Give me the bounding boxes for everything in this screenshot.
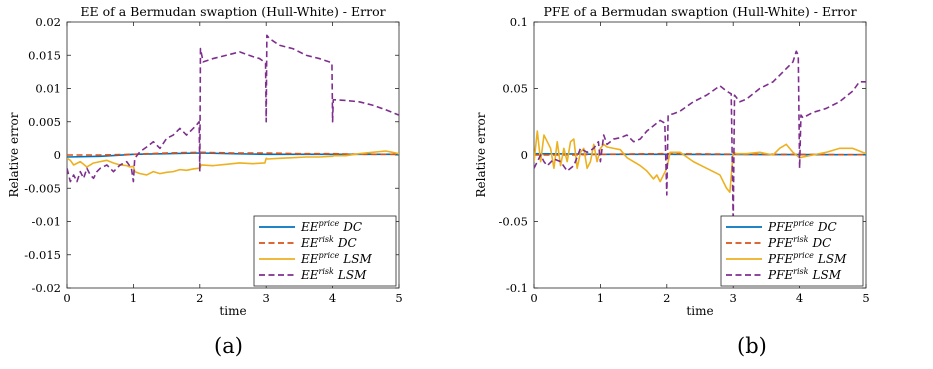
series-line-risk-lsm [67, 34, 399, 183]
legend-label: PFEprice DC [767, 219, 837, 234]
y-tick-label: 0 [521, 148, 528, 162]
x-axis-label: time [219, 304, 246, 318]
x-tick-label: 0 [530, 291, 537, 305]
legend-label: PFErisk DC [767, 235, 831, 250]
legend-label: EErisk DC [300, 235, 357, 250]
caption-a: (a) [214, 334, 243, 358]
x-tick-label: 0 [63, 291, 70, 305]
x-tick-label: 3 [263, 291, 270, 305]
y-tick-label: -0.015 [24, 248, 61, 262]
x-tick-label: 2 [663, 291, 670, 305]
legend-label: EEprice LSM [300, 251, 372, 266]
x-tick-label: 2 [196, 291, 203, 305]
y-tick-label: -0.1 [506, 281, 528, 295]
x-axis-label: time [686, 304, 713, 318]
chart-title: PFE of a Bermudan swaption (Hull-White) … [543, 4, 856, 19]
x-tick-label: 4 [796, 291, 803, 305]
x-tick-label: 1 [597, 291, 604, 305]
series-line-risk-dc [67, 151, 399, 156]
x-tick-label: 5 [862, 291, 869, 305]
legend-label: EEprice DC [300, 219, 362, 234]
x-tick-label: 1 [130, 291, 137, 305]
y-tick-label: 0.01 [35, 82, 61, 96]
x-tick-label: 4 [329, 291, 336, 305]
series-line-risk-dc [534, 152, 866, 156]
legend-box [253, 215, 397, 287]
y-tick-label: 0.015 [28, 48, 61, 62]
y-tick-label: 0.1 [510, 15, 528, 29]
y-axis-label: Relative error [474, 112, 488, 197]
chart-title: EE of a Bermudan swaption (Hull-White) -… [80, 4, 385, 19]
y-tick-label: -0.01 [32, 215, 62, 229]
y-tick-label: -0.005 [24, 181, 61, 195]
chart-ee-error: EE of a Bermudan swaption (Hull-White) -… [7, 4, 403, 318]
series-line-price-lsm [67, 150, 399, 176]
y-tick-label: 0.02 [35, 15, 61, 29]
y-tick-label: -0.02 [32, 281, 62, 295]
y-tick-label: 0 [54, 148, 61, 162]
legend-label: EErisk LSM [300, 267, 367, 282]
y-axis-label: Relative error [7, 112, 21, 197]
legend-label: PFEprice LSM [767, 251, 847, 266]
x-tick-label: 5 [395, 291, 402, 305]
y-tick-label: 0.05 [502, 82, 528, 96]
caption-b: (b) [737, 334, 767, 358]
y-tick-label: -0.05 [499, 215, 529, 229]
legend-label: PFErisk LSM [767, 267, 842, 282]
x-tick-label: 3 [730, 291, 737, 305]
series-line-risk-lsm [534, 50, 866, 223]
y-tick-label: 0.005 [28, 115, 61, 129]
series-line-price-lsm [534, 130, 866, 194]
chart-pfe-error: PFE of a Bermudan swaption (Hull-White) … [474, 4, 870, 318]
